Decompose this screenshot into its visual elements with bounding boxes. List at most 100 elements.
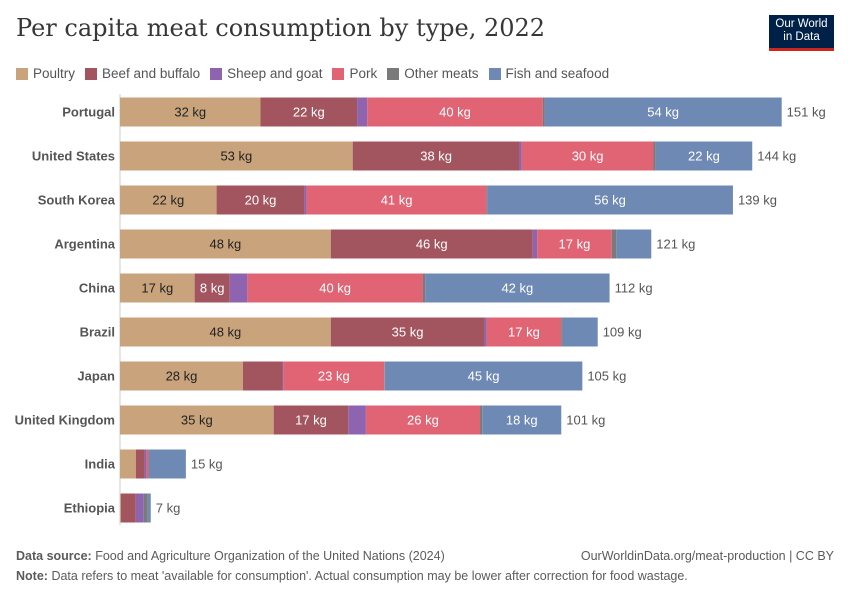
- segment-label: 22 kg: [293, 105, 325, 120]
- legend-swatch: [16, 67, 28, 80]
- bar-segment: [120, 141, 353, 171]
- bar-segment: [216, 185, 305, 215]
- bar-segment: [120, 317, 331, 347]
- source-url[interactable]: OurWorldinData.org/meat-production | CC …: [580, 549, 834, 563]
- segment-label: 42 kg: [501, 281, 533, 296]
- category-label: South Korea: [38, 193, 116, 208]
- segment-label: 17 kg: [508, 325, 540, 340]
- source-label: Data source:: [16, 549, 92, 563]
- total-label: 7 kg: [156, 501, 181, 516]
- total-label: 144 kg: [757, 149, 796, 164]
- total-label: 112 kg: [615, 281, 653, 296]
- total-label: 101 kg: [566, 413, 605, 428]
- segment-label: 40 kg: [319, 281, 351, 296]
- legend-item[interactable]: Other meats: [387, 66, 479, 81]
- segment-label: 41 kg: [381, 193, 413, 208]
- legend-item[interactable]: Beef and buffalo: [85, 66, 200, 81]
- bar-segment: [365, 405, 481, 435]
- bar-segment: [120, 97, 261, 127]
- bar-segment: [537, 229, 612, 259]
- segment-label: 53 kg: [220, 149, 252, 164]
- segment-label: 54 kg: [647, 105, 679, 120]
- category-label: Japan: [77, 369, 115, 384]
- bar-segment: [135, 449, 145, 479]
- legend-label: Sheep and goat: [227, 66, 323, 81]
- legend-label: Poultry: [33, 66, 76, 81]
- segment-label: 56 kg: [594, 193, 626, 208]
- total-label: 105 kg: [587, 369, 626, 384]
- note-label: Note:: [16, 569, 48, 583]
- bar-segment: [348, 405, 366, 435]
- legend-label: Pork: [349, 66, 378, 81]
- bar-segment: [480, 405, 483, 435]
- bar-segment: [561, 317, 563, 347]
- total-label: 139 kg: [738, 193, 777, 208]
- bar-segment: [655, 141, 753, 171]
- legend-swatch: [332, 67, 345, 80]
- category-label: United States: [32, 149, 115, 164]
- segment-label: 22 kg: [688, 149, 720, 164]
- total-label: 109 kg: [603, 325, 642, 340]
- chart-title: Per capita meat consumption by type, 202…: [16, 14, 546, 42]
- segment-label: 20 kg: [245, 193, 277, 208]
- bar-segment: [384, 361, 583, 391]
- owid-logo[interactable]: Our World in Data: [769, 15, 834, 51]
- bar-segment: [486, 317, 562, 347]
- bar-segment: [330, 229, 533, 259]
- total-label: 151 kg: [787, 105, 826, 120]
- bar-segment: [352, 141, 520, 171]
- bar-segment: [611, 229, 617, 259]
- bar-segment: [304, 185, 307, 215]
- segment-label: 45 kg: [468, 369, 500, 384]
- bar-plot: Portugal 32 kg 22 kg 40 kg 54 kg 151 kg United…: [15, 94, 826, 525]
- bar-segment: [487, 185, 733, 215]
- bar-segment: [120, 273, 195, 303]
- bar-segment: [357, 97, 368, 127]
- bar-segment: [422, 273, 426, 303]
- legend-label: Fish and seafood: [505, 66, 610, 81]
- bar-segment: [147, 493, 151, 523]
- category-label: United Kingdom: [15, 413, 115, 428]
- segment-label: 17 kg: [295, 413, 327, 428]
- legend-item[interactable]: Sheep and goat: [210, 66, 322, 81]
- segment-label: 23 kg: [318, 369, 350, 384]
- legend-swatch: [210, 67, 223, 80]
- segment-label: 35 kg: [392, 325, 424, 340]
- legend-label: Beef and buffalo: [102, 66, 201, 81]
- legend-item[interactable]: Fish and seafood: [488, 66, 610, 81]
- bar-segment: [194, 273, 230, 303]
- category-label: Portugal: [62, 105, 115, 120]
- bar-segment: [247, 273, 423, 303]
- note-text: Data refers to meat 'available for consu…: [51, 569, 688, 583]
- category-label: Brazil: [80, 325, 115, 340]
- legend-swatch: [85, 67, 98, 80]
- bar-segment: [482, 405, 562, 435]
- bar-segment: [120, 493, 121, 523]
- bar-segment: [146, 449, 149, 479]
- bar-segment: [120, 361, 243, 391]
- segment-label: 32 kg: [174, 105, 206, 120]
- bar-segment: [242, 361, 283, 391]
- legend-item[interactable]: Poultry: [16, 66, 75, 81]
- segment-label: 38 kg: [420, 149, 452, 164]
- category-label: Argentina: [54, 237, 115, 252]
- category-label: India: [85, 457, 116, 472]
- source-line: Data source: Food and Agriculture Organi…: [16, 549, 445, 563]
- bar-segment: [120, 449, 136, 479]
- segment-label: 18 kg: [506, 413, 538, 428]
- bar-segment: [532, 229, 538, 259]
- segment-label: 22 kg: [152, 193, 184, 208]
- bar-segment: [143, 493, 148, 523]
- segment-label: 17 kg: [141, 281, 173, 296]
- bar-segment: [542, 97, 545, 127]
- note-line: Note: Data refers to meat 'available for…: [16, 569, 688, 583]
- bar-segment: [562, 317, 598, 347]
- bar-segment: [616, 229, 652, 259]
- bar-segment: [330, 317, 485, 347]
- bar-segment: [519, 141, 522, 171]
- segment-label: 17 kg: [559, 237, 591, 252]
- segment-label: 40 kg: [439, 105, 471, 120]
- legend-item[interactable]: Pork: [332, 66, 377, 81]
- bar-segment: [120, 229, 331, 259]
